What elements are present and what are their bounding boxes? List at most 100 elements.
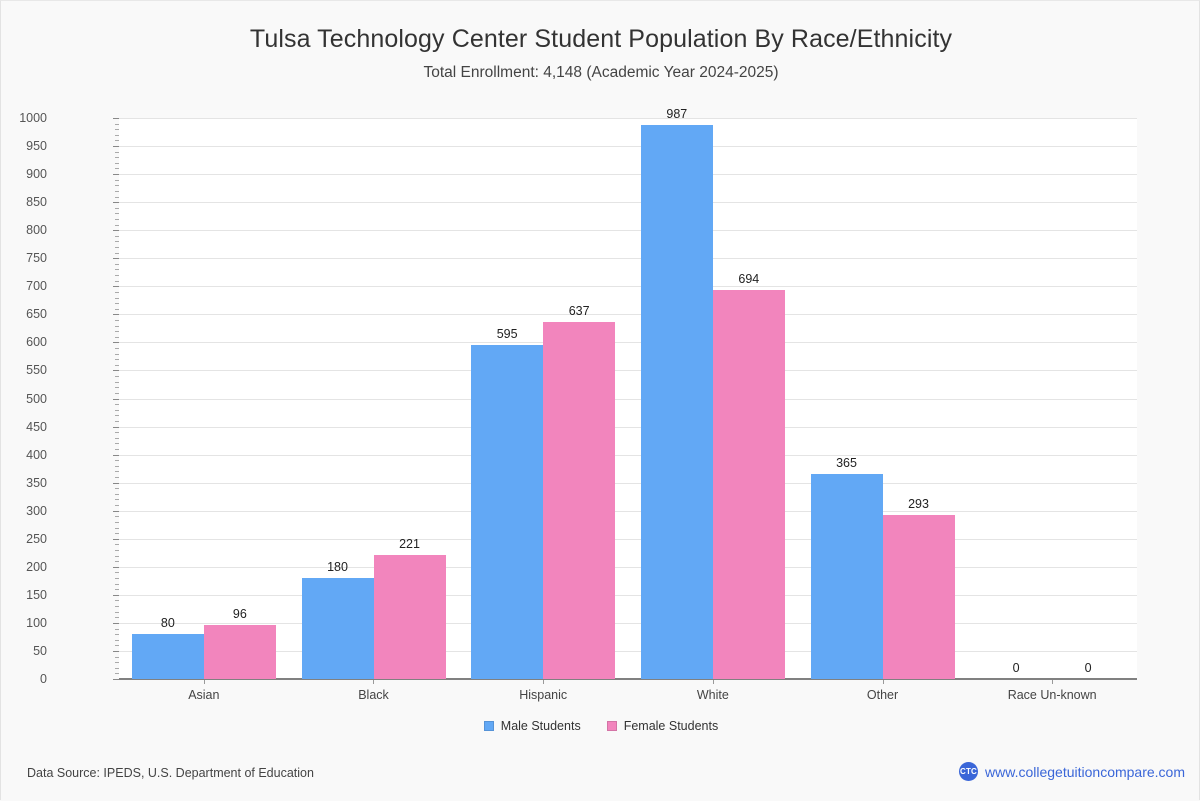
- x-axis-tick-label: White: [696, 688, 729, 702]
- gridline: [119, 399, 1137, 400]
- y-axis-minor-tick: [115, 208, 119, 209]
- gridline: [119, 651, 1137, 652]
- legend-item[interactable]: Male Students: [483, 719, 581, 733]
- y-axis-tick: [113, 567, 119, 568]
- bar-value-label: 694: [738, 271, 760, 286]
- legend-item[interactable]: Female Students: [606, 719, 718, 733]
- y-axis-minor-tick: [115, 606, 119, 607]
- bar[interactable]: [131, 634, 204, 679]
- y-axis-minor-tick: [115, 578, 119, 579]
- y-axis-minor-tick: [115, 668, 119, 669]
- x-axis-tick-label: Other: [866, 688, 899, 702]
- y-axis-minor-tick: [115, 269, 119, 270]
- x-axis-tick-label: Race Un-known: [1007, 688, 1097, 702]
- bar-value-label: 180: [327, 560, 348, 575]
- y-axis-tick: [113, 342, 119, 343]
- chart-subtitle: Total Enrollment: 4,148 (Academic Year 2…: [423, 64, 779, 81]
- x-axis-tick: [373, 680, 374, 684]
- y-axis-tick: [113, 651, 119, 652]
- y-axis-tick-label: 800: [26, 223, 47, 238]
- y-axis-minor-tick: [115, 264, 119, 265]
- y-axis-minor-tick: [115, 629, 119, 630]
- y-axis-minor-tick: [115, 213, 119, 214]
- legend-swatch-icon: [606, 721, 617, 731]
- gridline: [119, 342, 1137, 343]
- y-axis-minor-tick: [115, 281, 119, 282]
- legend-swatch-icon: [483, 721, 494, 731]
- y-axis-tick: [113, 118, 119, 119]
- y-axis-tick-label: 600: [26, 335, 47, 350]
- y-axis-minor-tick: [115, 152, 119, 153]
- bar[interactable]: [640, 125, 713, 679]
- y-axis-minor-tick: [115, 410, 119, 411]
- plot-area: [119, 118, 1137, 679]
- y-axis-minor-tick: [115, 443, 119, 444]
- y-axis-tick: [113, 483, 119, 484]
- y-axis-minor-tick: [115, 471, 119, 472]
- y-axis-minor-tick: [115, 421, 119, 422]
- y-axis-tick-label: 850: [26, 195, 47, 210]
- y-axis-tick: [113, 623, 119, 624]
- gridline: [119, 455, 1137, 456]
- gridline: [119, 314, 1137, 315]
- y-axis-tick-label: 1000: [19, 111, 47, 125]
- bar[interactable]: [301, 578, 374, 679]
- y-axis-minor-tick: [115, 124, 119, 125]
- y-axis-minor-tick: [115, 219, 119, 220]
- y-axis-minor-tick: [115, 640, 119, 641]
- y-axis-tick: [113, 202, 119, 203]
- y-axis-tick-label: 450: [26, 419, 47, 434]
- bar[interactable]: [712, 289, 785, 679]
- bar[interactable]: [882, 514, 955, 679]
- y-axis-tick-label: 100: [26, 615, 47, 630]
- y-axis-minor-tick: [115, 376, 119, 377]
- x-axis-tick-label: Hispanic: [519, 688, 568, 702]
- gridline: [119, 567, 1137, 568]
- y-axis-minor-tick: [115, 617, 119, 618]
- y-axis-tick-label: 950: [26, 139, 47, 154]
- y-axis-tick: [113, 511, 119, 512]
- y-axis-minor-tick: [115, 645, 119, 646]
- brand-url-link[interactable]: www.collegetuitioncompare.com: [985, 763, 1185, 780]
- y-axis-tick-label: 550: [26, 363, 47, 378]
- y-axis-minor-tick: [115, 348, 119, 349]
- y-axis-minor-tick: [115, 225, 119, 226]
- legend-label: Male Students: [500, 719, 581, 733]
- y-axis-minor-tick: [115, 488, 119, 489]
- y-axis-minor-tick: [115, 522, 119, 523]
- bar-value-label: 637: [568, 303, 590, 318]
- y-axis-minor-tick: [115, 320, 119, 321]
- gridline: [119, 511, 1137, 512]
- y-axis-tick: [113, 399, 119, 400]
- y-axis-tick-label: 400: [26, 447, 47, 462]
- bar[interactable]: [203, 625, 276, 679]
- y-axis-minor-tick: [115, 572, 119, 573]
- x-axis-tick: [543, 680, 544, 684]
- y-axis-tick: [113, 427, 119, 428]
- bar[interactable]: [373, 555, 446, 679]
- page-title: Tulsa Technology Center Student Populati…: [249, 25, 953, 53]
- y-axis-tick-label: 750: [26, 251, 47, 266]
- y-axis-tick: [113, 455, 119, 456]
- y-axis-minor-tick: [115, 197, 119, 198]
- bar[interactable]: [810, 474, 883, 679]
- bar[interactable]: [471, 345, 544, 679]
- y-axis-minor-tick: [115, 365, 119, 366]
- y-axis-minor-tick: [115, 129, 119, 130]
- y-axis-tick-label: 250: [26, 531, 47, 546]
- y-axis-tick-label: 50: [33, 643, 47, 658]
- y-axis-tick-label: 350: [26, 475, 47, 490]
- chart-legend: Male Students Female Students: [1, 719, 1200, 733]
- bar[interactable]: [543, 321, 616, 679]
- x-axis-tick: [204, 680, 205, 684]
- bar-value-label: 595: [496, 327, 518, 342]
- y-axis-minor-tick: [115, 359, 119, 360]
- brand-watermark[interactable]: CTC www.collegetuitioncompare.com: [959, 762, 1185, 781]
- y-axis-minor-tick: [115, 337, 119, 338]
- y-axis-tick-label: 900: [26, 167, 47, 182]
- y-axis-minor-tick: [115, 516, 119, 517]
- x-axis-line: [119, 678, 1137, 680]
- bar-value-label: 80: [160, 616, 175, 631]
- gridline: [119, 202, 1137, 203]
